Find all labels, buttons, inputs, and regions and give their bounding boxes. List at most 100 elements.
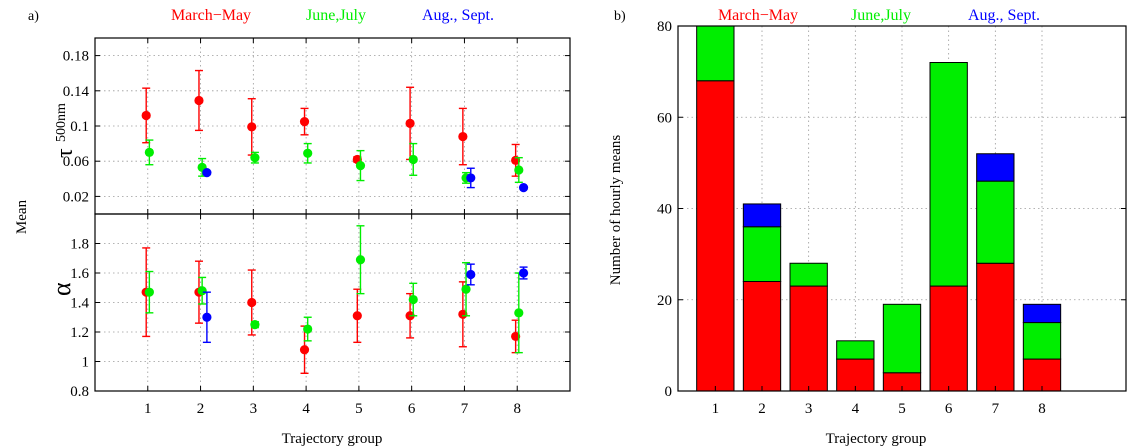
panel-a-legend-march-may: March−May — [171, 7, 251, 24]
panel-b-bar-segment — [742, 203, 782, 228]
panel-a-point — [144, 147, 154, 157]
panel-b-xtick-label: 3 — [805, 401, 813, 417]
panel-a-xtick-label: 2 — [197, 401, 205, 417]
panel-a-xtick-label: 6 — [408, 401, 416, 417]
panel-a-point — [511, 331, 521, 342]
panel-b-bar-segment — [976, 180, 1015, 264]
panel-a-xtick-label: 4 — [302, 401, 310, 417]
panel-a-point — [355, 161, 366, 171]
panel-a-point — [299, 345, 310, 355]
panel-a-point — [458, 131, 468, 142]
panel-a-point — [250, 320, 260, 330]
panel-b-xlabel: Trajectory group — [826, 431, 927, 447]
panel-b-legend-march-may: March−May — [718, 7, 798, 24]
panel-b-bar-segment — [929, 285, 968, 392]
panel-a-frame — [94, 213, 571, 392]
panel-a-ytick-label: 0.18 — [63, 49, 89, 65]
panel-a-point — [144, 287, 154, 297]
panel-a-point — [514, 308, 524, 318]
panel-a-point — [352, 311, 362, 321]
panel-b-bar-segment — [1022, 322, 1062, 360]
panel-b-ytick-label: 0 — [665, 384, 673, 400]
panel-a-legend-aug-sept: Aug., Sept. — [422, 7, 494, 24]
panel-a-point — [202, 168, 212, 178]
panel-a-point — [197, 286, 207, 296]
panel-a-point — [514, 165, 524, 175]
panel-a-xtick-label: 7 — [461, 401, 469, 417]
panel-b-bar-segment — [696, 80, 735, 392]
panel-b-bar-segment — [742, 281, 782, 392]
panel-b-xtick-label: 7 — [992, 401, 1000, 417]
panel-a-ytick-label: 0.8 — [70, 384, 89, 400]
panel-a-point — [247, 297, 257, 308]
panel-a-legend-june-july: June,July — [306, 7, 366, 24]
panel-a-point — [247, 122, 257, 132]
panel-a-alpha-symbol: α — [47, 282, 76, 296]
panel-a-point — [461, 284, 471, 294]
panel-a-tau-subscript: 500nm — [54, 103, 69, 142]
panel-a-ytick-label: 0.1 — [70, 119, 89, 135]
panel-a-point — [466, 269, 476, 280]
panel-a-point — [466, 173, 476, 183]
panel-b-xtick-label: 5 — [898, 401, 906, 417]
panel-b-legend-june-july: June,July — [851, 7, 911, 24]
panel-b-frame — [677, 25, 1127, 392]
panel-a-point — [141, 110, 151, 121]
panel-b-bar-segment — [882, 303, 922, 374]
panel-a-point — [405, 118, 415, 128]
panel-b-xtick-label: 4 — [852, 401, 860, 417]
panel-b-xtick-label: 1 — [712, 401, 720, 417]
panel-b-bar-segment — [696, 25, 735, 82]
panel-b-xtick-label: 8 — [1038, 401, 1046, 417]
panel-a-point — [518, 268, 529, 278]
panel-a-ytick-label: 0.02 — [63, 189, 89, 205]
panel-a-xtick-label: 1 — [144, 401, 152, 417]
panel-a-point — [194, 95, 204, 106]
panel-b-label: b) — [614, 9, 626, 24]
panel-a-point — [408, 294, 418, 305]
panel-a-point — [518, 183, 529, 193]
panel-a-point — [250, 153, 260, 163]
panel-a-ytick-label: 1.6 — [70, 266, 89, 282]
panel-b-bar-segment — [836, 340, 875, 360]
panel-a-ytick-label: 1.2 — [70, 325, 89, 341]
panel-b-bar-segment — [789, 285, 828, 392]
panel-b-ytick-label: 60 — [657, 110, 672, 126]
panel-a-ytick-label: 1 — [82, 355, 90, 371]
panel-a-xtick-label: 8 — [513, 401, 521, 417]
panel-a-point — [303, 324, 313, 334]
panel-b-bar-segment — [789, 262, 828, 287]
panel-a-ytick-label: 0.14 — [63, 84, 90, 100]
panel-a-xtick-label: 5 — [355, 401, 363, 417]
panel-b-ytick-label: 20 — [657, 293, 672, 309]
panel-b-xtick-label: 2 — [758, 401, 766, 417]
panel-a-point — [355, 255, 366, 265]
panel-b-ytick-label: 40 — [657, 202, 672, 218]
panel-a-point — [303, 148, 313, 158]
panel-b-bar-plot: 0 20 40 60 80 1 2 3 4 5 6 7 8 — [657, 19, 1127, 417]
panel-b-bar-segment — [1022, 303, 1062, 324]
panel-a-label: a) — [28, 9, 39, 24]
panel-b-ytick-label: 80 — [657, 19, 672, 35]
panel-a-xlabel: Trajectory group — [282, 431, 383, 447]
panel-a-tau-symbol: τ — [52, 148, 78, 158]
panel-b-xtick-label: 6 — [945, 401, 953, 417]
panel-a-xtick-label: 3 — [250, 401, 258, 417]
panel-a-ytick-label: 1.4 — [70, 296, 89, 312]
panel-b-bar-segment — [976, 153, 1015, 182]
panel-a-point — [202, 312, 212, 322]
panel-b-legend-aug-sept: Aug., Sept. — [968, 7, 1040, 24]
panel-b-bar-segment — [742, 226, 782, 282]
panel-b-bar-segment — [836, 358, 875, 392]
panel-a-alpha-plot: 0.8 1 1.2 1.4 1.6 1.8 1 2 3 4 5 6 7 8 — [70, 213, 571, 417]
panel-a-ytick-label: 1.8 — [70, 237, 89, 253]
panel-a-frame — [94, 37, 571, 215]
panel-a-mean-label: Mean — [14, 199, 30, 234]
panel-b-ylabel: Number of hourly means — [608, 135, 624, 286]
panel-a-ytick-label: 0.06 — [63, 154, 90, 170]
panel-b-bar-segment — [976, 262, 1015, 392]
panel-a-point — [408, 154, 418, 165]
panel-b-bar-segment — [929, 62, 968, 287]
panel-a-point — [458, 309, 468, 319]
